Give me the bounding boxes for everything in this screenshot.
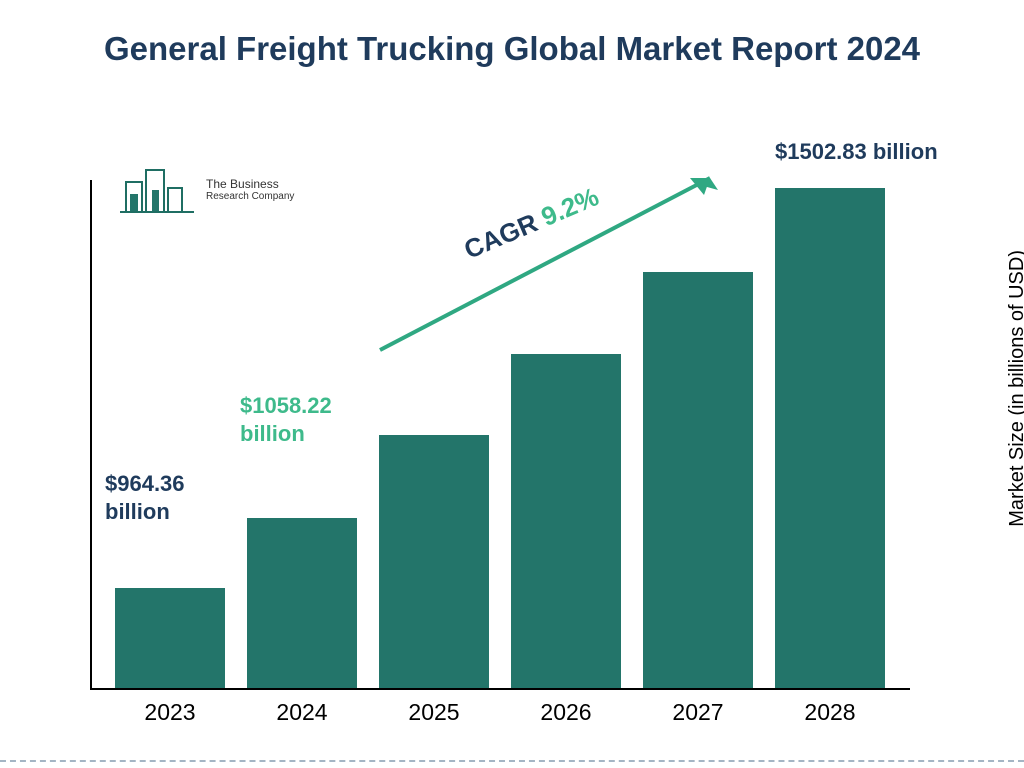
bar-slot [247,518,357,688]
bar [511,354,621,688]
bar [379,435,489,688]
x-axis-label: 2024 [247,699,357,726]
x-axis-label: 2026 [511,699,621,726]
x-axis-label: 2023 [115,699,225,726]
bar [115,588,225,688]
data-label-2023: $964.36 billion [105,470,235,525]
bar-slot [115,588,225,688]
data-label-2028: $1502.83 billion [775,138,938,166]
cagr-annotation: CAGR 9.2% [370,160,730,360]
footer-divider [0,760,1024,762]
bar [775,188,885,688]
x-axis-label: 2027 [643,699,753,726]
x-axis-line [90,688,910,690]
bar-slot [775,188,885,688]
data-label-2024: $1058.22 billion [240,392,370,447]
x-axis-label: 2028 [775,699,885,726]
y-axis-title: Market Size (in billions of USD) [1006,250,1024,527]
x-axis-label: 2025 [379,699,489,726]
x-labels-container: 2023 2024 2025 2026 2027 2028 [90,699,910,726]
bar-slot [511,354,621,688]
bar-slot [379,435,489,688]
chart-title: General Freight Trucking Global Market R… [82,0,942,69]
bar [247,518,357,688]
trend-arrow-icon [370,160,730,360]
